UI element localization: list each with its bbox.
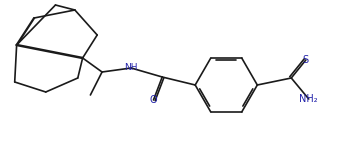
Text: O: O [150, 95, 157, 105]
Text: NH: NH [124, 63, 138, 72]
Text: NH₂: NH₂ [299, 94, 318, 104]
Text: S: S [303, 55, 309, 65]
